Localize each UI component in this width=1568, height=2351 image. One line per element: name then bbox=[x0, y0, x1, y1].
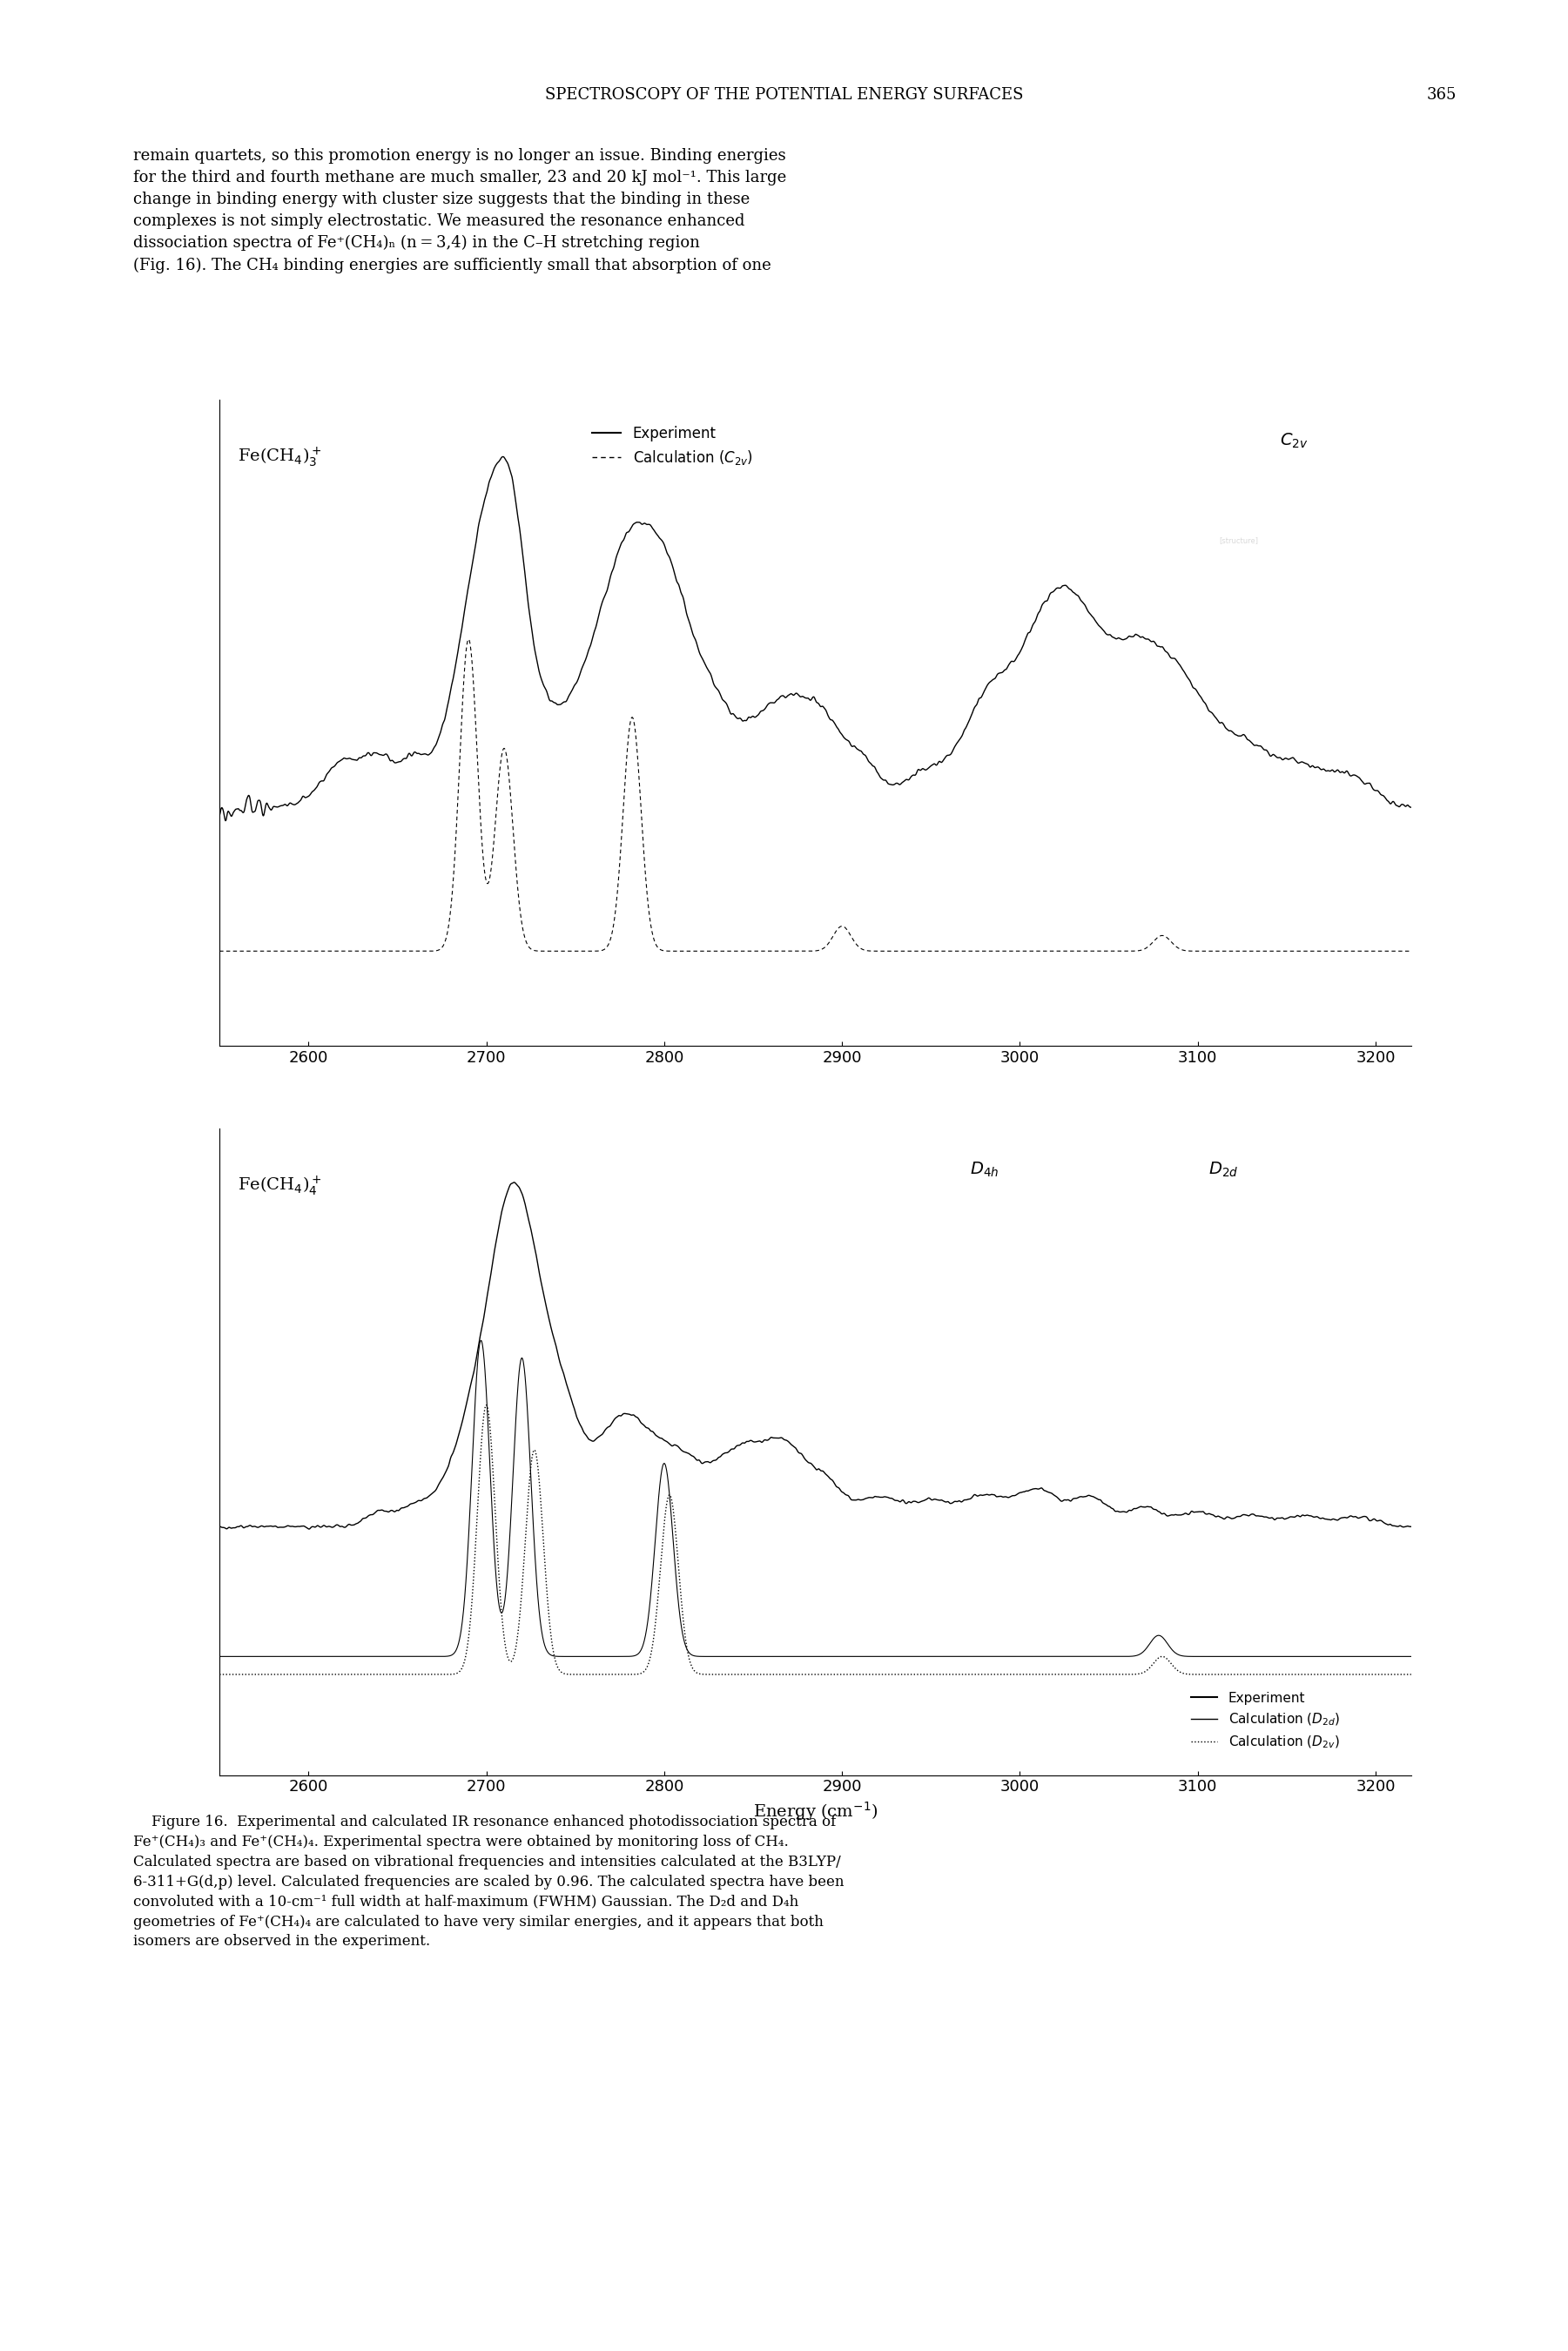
Text: SPECTROSCOPY OF THE POTENTIAL ENERGY SURFACES: SPECTROSCOPY OF THE POTENTIAL ENERGY SUR… bbox=[544, 87, 1024, 103]
Legend: Experiment, Calculation ($C_{2v}$): Experiment, Calculation ($C_{2v}$) bbox=[586, 421, 759, 473]
Text: Figure 16.  Experimental and calculated IR resonance enhanced photodissociation : Figure 16. Experimental and calculated I… bbox=[133, 1815, 844, 1949]
X-axis label: Energy (cm$^{-1}$): Energy (cm$^{-1}$) bbox=[753, 1801, 878, 1822]
Text: remain quartets, so this promotion energy is no longer an issue. Binding energie: remain quartets, so this promotion energ… bbox=[133, 148, 787, 273]
Text: 365: 365 bbox=[1427, 87, 1457, 103]
Text: [structure]: [structure] bbox=[1220, 536, 1258, 545]
Text: $C_{2v}$: $C_{2v}$ bbox=[1279, 433, 1308, 451]
Legend: Experiment, Calculation ($D_{2d}$), Calculation ($D_{2v}$): Experiment, Calculation ($D_{2d}$), Calc… bbox=[1185, 1686, 1345, 1756]
Text: Fe(CH$_4$)$_4^+$: Fe(CH$_4$)$_4^+$ bbox=[237, 1173, 321, 1197]
Text: Fe(CH$_4$)$_3^+$: Fe(CH$_4$)$_3^+$ bbox=[237, 444, 321, 468]
Text: $D_{4h}$: $D_{4h}$ bbox=[971, 1161, 999, 1180]
Text: $D_{2d}$: $D_{2d}$ bbox=[1209, 1161, 1239, 1180]
